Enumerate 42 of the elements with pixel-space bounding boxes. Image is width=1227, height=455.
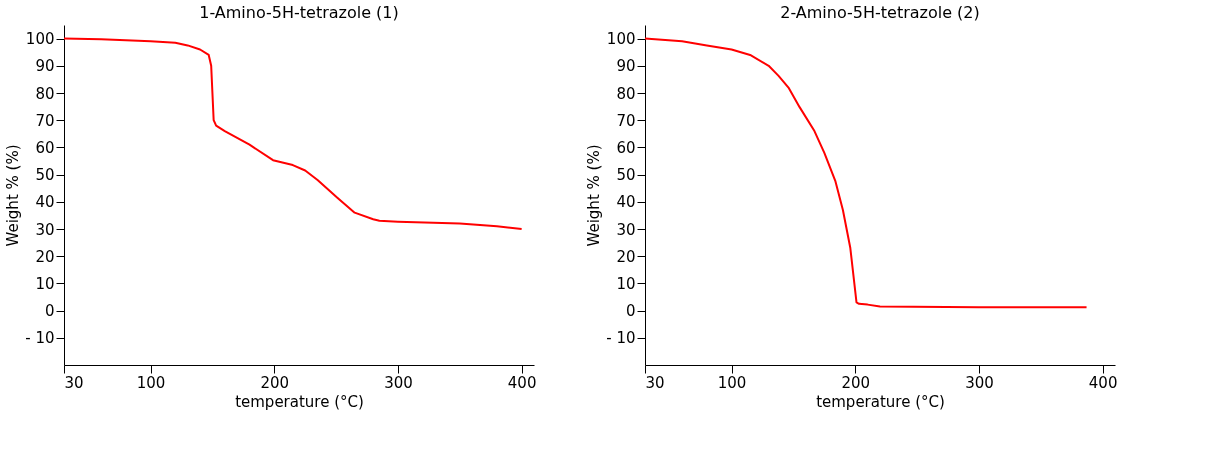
y-tick-label: 20 xyxy=(35,247,55,266)
y-tick-label: 30 xyxy=(35,220,55,239)
y-axis-title: Weight % (%) xyxy=(4,144,23,247)
y-tick-label: 50 xyxy=(616,166,636,185)
x-axis-title: temperature (°C) xyxy=(235,392,364,411)
y-tick-label: 90 xyxy=(35,57,55,76)
y-tick-label: 0 xyxy=(625,302,636,321)
x-tick-label: 300 xyxy=(384,373,413,392)
y-tick-label: 20 xyxy=(616,247,636,266)
y-tick-label: 40 xyxy=(616,193,636,212)
chart-title: 2-Amino-5H-tetrazole (2) xyxy=(780,3,980,22)
y-axis-title: Weight % (%) xyxy=(585,144,604,247)
y-tick-label: 30 xyxy=(616,220,636,239)
x-axis-title: temperature (°C) xyxy=(816,392,945,411)
y-tick-label: 60 xyxy=(35,138,55,157)
x-tick-label: 200 xyxy=(260,373,290,392)
y-tick-label: 60 xyxy=(616,138,636,157)
line-series xyxy=(644,37,1088,309)
y-tick-label: 80 xyxy=(616,84,636,103)
x-tick-label: 300 xyxy=(965,373,994,392)
y-tick-label: - 10 xyxy=(606,329,636,348)
x-tick-label: 30 xyxy=(64,373,84,392)
x-tick-label: 400 xyxy=(1088,373,1118,392)
x-tick-label: 100 xyxy=(136,373,166,392)
chart-title: 1-Amino-5H-tetrazole (1) xyxy=(199,3,399,22)
y-tick-label: 50 xyxy=(35,166,55,185)
y-tick-label: 10 xyxy=(616,274,636,293)
y-tick-label: 100 xyxy=(25,30,55,49)
y-tick-label: 40 xyxy=(35,193,55,212)
y-tick-label: 0 xyxy=(44,302,55,321)
y-tick-label: 70 xyxy=(616,111,636,130)
y-tick-label: 80 xyxy=(35,84,55,103)
y-tick-label: 100 xyxy=(606,30,636,49)
y-tick-label: 70 xyxy=(35,111,55,130)
x-tick-label: 100 xyxy=(717,373,747,392)
x-tick-label: 400 xyxy=(507,373,537,392)
line-series xyxy=(63,37,523,230)
y-tick-label: 90 xyxy=(616,57,636,76)
x-tick-label: 30 xyxy=(645,373,665,392)
x-tick-label: 200 xyxy=(841,373,871,392)
y-tick-label: - 10 xyxy=(25,329,55,348)
y-tick-label: 10 xyxy=(35,274,55,293)
